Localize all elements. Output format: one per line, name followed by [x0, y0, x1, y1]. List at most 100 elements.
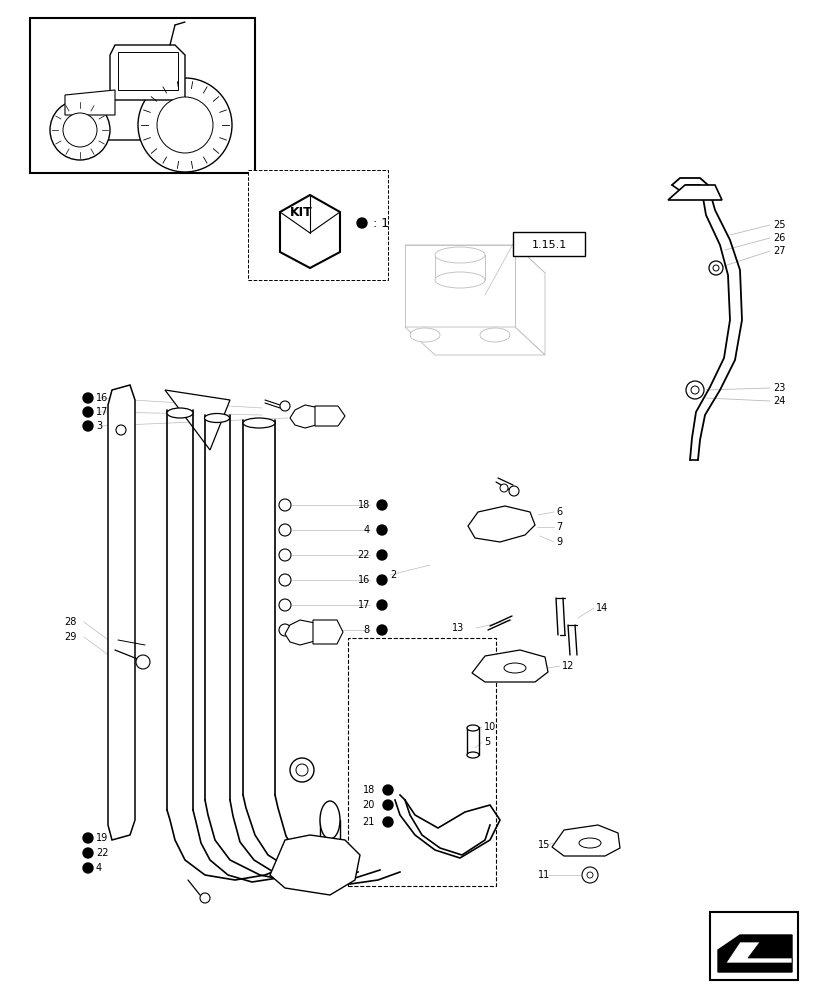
Circle shape: [383, 817, 393, 827]
Text: KIT: KIT: [289, 206, 312, 219]
Text: 3: 3: [96, 421, 102, 431]
Text: 21: 21: [362, 817, 375, 827]
Text: 18: 18: [357, 500, 370, 510]
Circle shape: [708, 261, 722, 275]
Ellipse shape: [319, 801, 340, 839]
Ellipse shape: [167, 408, 193, 418]
Ellipse shape: [319, 855, 340, 865]
Text: 1.15.1: 1.15.1: [531, 240, 566, 250]
Text: 7: 7: [555, 522, 562, 532]
Ellipse shape: [466, 752, 479, 758]
Circle shape: [83, 393, 93, 403]
Circle shape: [279, 549, 290, 561]
Polygon shape: [725, 942, 791, 963]
Ellipse shape: [409, 328, 439, 342]
Circle shape: [509, 486, 519, 496]
Bar: [347, 638, 495, 886]
Circle shape: [376, 600, 386, 610]
Polygon shape: [667, 185, 721, 200]
Ellipse shape: [204, 414, 229, 422]
Text: 16: 16: [357, 575, 370, 585]
Circle shape: [289, 758, 313, 782]
Polygon shape: [165, 390, 230, 450]
Polygon shape: [471, 650, 547, 682]
Circle shape: [200, 893, 210, 903]
Circle shape: [279, 599, 290, 611]
Circle shape: [279, 524, 290, 536]
Circle shape: [83, 407, 93, 417]
Polygon shape: [404, 245, 514, 327]
Circle shape: [279, 499, 290, 511]
Polygon shape: [65, 90, 115, 115]
Circle shape: [500, 484, 508, 492]
Circle shape: [686, 381, 703, 399]
Text: 4: 4: [96, 863, 102, 873]
Bar: [513, 232, 585, 256]
Polygon shape: [717, 935, 791, 972]
Text: 18: 18: [362, 785, 375, 795]
Polygon shape: [514, 245, 544, 355]
Polygon shape: [280, 195, 340, 268]
Ellipse shape: [434, 272, 485, 288]
Text: 24: 24: [772, 396, 785, 406]
Text: 2: 2: [390, 570, 396, 580]
Bar: [248, 170, 388, 280]
Text: 19: 19: [96, 833, 108, 843]
Circle shape: [376, 575, 386, 585]
Circle shape: [83, 833, 93, 843]
Polygon shape: [289, 405, 325, 428]
Circle shape: [83, 421, 93, 431]
Ellipse shape: [578, 838, 600, 848]
Text: 20: 20: [362, 800, 375, 810]
Text: 16: 16: [96, 393, 108, 403]
Circle shape: [376, 550, 386, 560]
Text: 6: 6: [555, 507, 562, 517]
Text: 26: 26: [772, 233, 785, 243]
Ellipse shape: [504, 663, 525, 673]
Polygon shape: [467, 506, 534, 542]
Polygon shape: [314, 406, 345, 426]
Text: 5: 5: [484, 737, 490, 747]
Circle shape: [279, 574, 290, 586]
Circle shape: [83, 848, 93, 858]
Circle shape: [295, 764, 308, 776]
Text: 14: 14: [595, 603, 608, 613]
Circle shape: [712, 265, 718, 271]
Circle shape: [157, 97, 213, 153]
Circle shape: [279, 624, 290, 636]
Text: 28: 28: [64, 617, 76, 627]
Text: 12: 12: [562, 661, 574, 671]
Text: 4: 4: [363, 525, 370, 535]
Text: 9: 9: [555, 537, 562, 547]
Circle shape: [63, 113, 97, 147]
Circle shape: [83, 863, 93, 873]
Circle shape: [383, 800, 393, 810]
Text: 8: 8: [363, 625, 370, 635]
Polygon shape: [284, 620, 319, 645]
Text: 23: 23: [772, 383, 785, 393]
Text: 27: 27: [772, 246, 785, 256]
Circle shape: [586, 872, 592, 878]
Circle shape: [581, 867, 597, 883]
Bar: [709, 912, 797, 980]
Circle shape: [116, 425, 126, 435]
Polygon shape: [110, 45, 184, 100]
Circle shape: [50, 100, 110, 160]
Text: 15: 15: [537, 840, 549, 850]
Circle shape: [136, 655, 150, 669]
Text: : 1: : 1: [372, 217, 389, 230]
Polygon shape: [552, 825, 619, 856]
Text: 17: 17: [96, 407, 108, 417]
Polygon shape: [404, 327, 544, 355]
Circle shape: [691, 386, 698, 394]
Polygon shape: [404, 245, 544, 273]
Ellipse shape: [242, 418, 275, 428]
Polygon shape: [108, 385, 135, 840]
Text: 29: 29: [64, 632, 76, 642]
Bar: [118, 52, 178, 90]
Circle shape: [376, 525, 386, 535]
Circle shape: [280, 401, 289, 411]
Text: 22: 22: [357, 550, 370, 560]
Text: 17: 17: [357, 600, 370, 610]
Circle shape: [138, 78, 232, 172]
